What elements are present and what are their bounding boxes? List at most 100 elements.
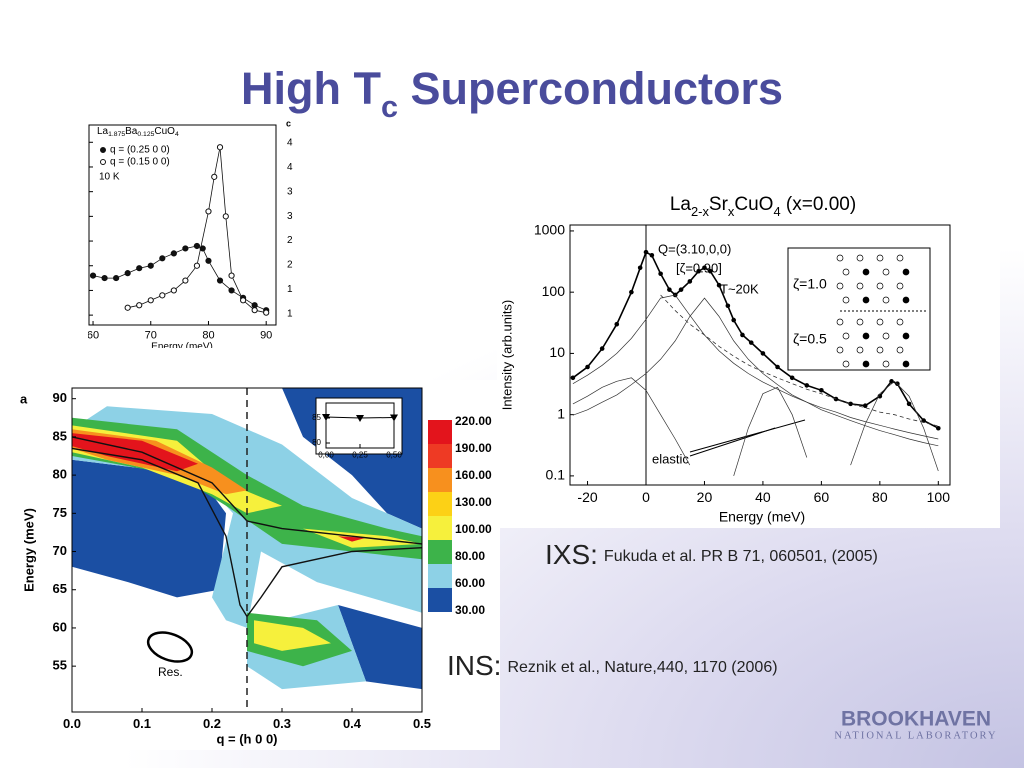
text-part: High T — [241, 63, 381, 114]
y-tick-label: 80 — [53, 467, 67, 482]
x-tick-label: 0,50 — [386, 451, 402, 460]
next-panel-tick: 2 — [287, 260, 293, 271]
plot-frame — [569, 224, 951, 486]
point — [193, 262, 201, 269]
inset-label: ζ=1.0 — [793, 276, 827, 292]
point — [848, 401, 853, 407]
y-tick-label: 60 — [53, 619, 67, 634]
curve — [572, 297, 939, 447]
point — [629, 289, 634, 295]
point — [182, 277, 189, 284]
y-tick-label: 1000 — [534, 222, 565, 238]
point — [216, 277, 224, 284]
legend-marker — [100, 159, 106, 165]
point — [775, 364, 780, 370]
y-tick-label: 65 — [53, 581, 67, 596]
text-part: 0.125 — [137, 131, 154, 138]
x-tick-label: 100 — [927, 489, 951, 505]
logo-name: BROOKHAVEN — [841, 708, 991, 731]
point — [637, 265, 643, 271]
point — [702, 265, 707, 271]
point — [708, 268, 713, 274]
x-tick-label: 0.1 — [133, 716, 151, 731]
point — [159, 292, 166, 299]
y-tick-label: 70 — [53, 543, 67, 558]
x-tick-label: 0,25 — [352, 451, 368, 460]
x-tick-label: 60 — [87, 329, 99, 341]
x-tick-label: 0.3 — [273, 716, 291, 731]
point — [182, 245, 189, 252]
colorbar-label: 60.00 — [455, 576, 485, 590]
x-tick-label: 80 — [202, 329, 214, 341]
panel-label: b — [66, 118, 72, 128]
resolution-ellipse — [146, 631, 194, 663]
figure-b: 60 70 80 90 50 100 150 200 250 300 350 400 b c 4 4 3 3 2 2 1… — [66, 118, 293, 348]
text-part: x — [728, 204, 735, 219]
point — [159, 255, 166, 262]
point — [585, 364, 590, 370]
lattice-atom — [836, 282, 844, 290]
legend-label: q = (0.25 0 0) — [110, 145, 170, 156]
x-tick-label: 40 — [755, 489, 771, 505]
x-tick-label: -20 — [577, 489, 597, 505]
y-tick-label: 90 — [53, 390, 67, 405]
legend-marker — [100, 147, 106, 153]
arrow — [689, 427, 776, 457]
point — [731, 317, 736, 323]
curve — [850, 380, 939, 472]
colorbar-label: 130.00 — [455, 495, 492, 509]
point — [748, 340, 754, 345]
x-tick-label: 0.4 — [343, 716, 362, 731]
y-tick-label: 350 — [66, 161, 84, 173]
point — [228, 272, 235, 279]
chart-title: La2-xSrxCuO4 (x=0.00) — [670, 194, 856, 219]
point — [658, 271, 663, 277]
lattice-atom — [862, 268, 870, 276]
colorbar-swatch — [428, 540, 452, 564]
text-part: La — [670, 194, 692, 215]
text-part: c — [381, 90, 398, 124]
point — [649, 253, 655, 258]
x-tick-label: 80 — [872, 489, 888, 505]
inset-point — [322, 414, 330, 421]
dispersion-curve — [71, 447, 423, 618]
annotation: 10 K — [99, 172, 120, 183]
annotation: elastic — [652, 451, 689, 466]
figure-ixs: -20 0 20 40 60 80 100 0.1 1 10 100 1000 La2-xSrxCuO4… — [499, 194, 951, 525]
reference: Fukuda et al. PR B 71, 060501, (2005) — [604, 548, 878, 565]
lattice-atom — [842, 296, 850, 304]
colorbar-swatch — [428, 468, 452, 492]
y-tick-label: 250 — [66, 210, 84, 222]
point — [696, 268, 701, 274]
legend-title: La1.875Ba0.125CuO4 — [97, 126, 179, 139]
curve — [572, 377, 691, 466]
point — [170, 250, 177, 257]
text-part: La — [97, 126, 109, 137]
lattice-atom — [842, 332, 850, 340]
x-tick-label: 70 — [145, 329, 157, 341]
y-tick-label: 10 — [549, 344, 565, 360]
point — [687, 279, 693, 284]
point — [170, 287, 177, 294]
point — [228, 287, 235, 294]
legend-label: q = (0.15 0 0) — [110, 157, 170, 168]
curve — [572, 294, 939, 440]
lattice-atom — [842, 360, 850, 368]
point — [740, 332, 745, 338]
next-panel-tick: 4 — [287, 162, 293, 173]
point — [725, 303, 731, 309]
arrow — [689, 419, 806, 453]
lattice-atom — [902, 296, 910, 304]
point — [877, 393, 883, 399]
inset-background — [315, 397, 403, 455]
point — [124, 304, 131, 311]
colorbar-swatch — [428, 444, 452, 468]
colorbar-label: 160.00 — [455, 468, 492, 482]
annotation: Q=(3.10,0,0) — [658, 241, 731, 256]
text-part: Ba — [125, 126, 138, 137]
point — [936, 425, 941, 431]
point — [862, 403, 868, 409]
lattice-atom — [876, 254, 884, 262]
lattice-atom — [862, 332, 870, 340]
colorbar-label: 220.00 — [455, 414, 492, 428]
